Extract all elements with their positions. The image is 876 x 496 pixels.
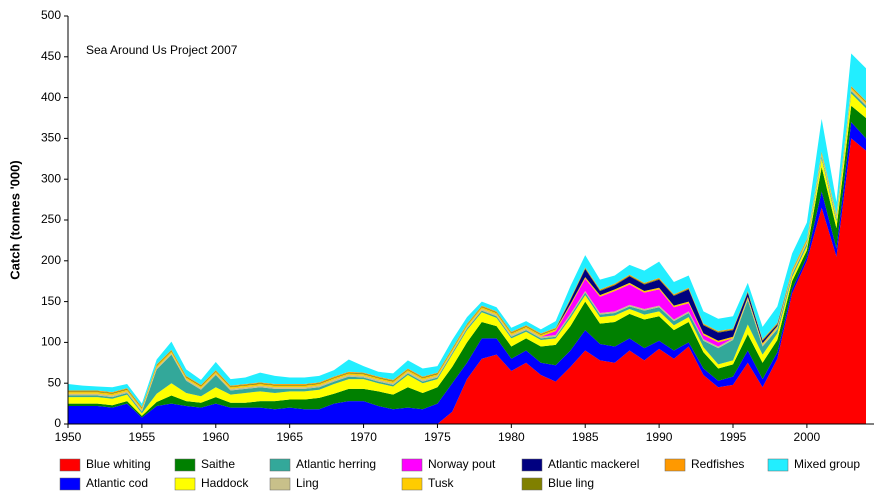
legend-label: Tusk xyxy=(428,476,455,490)
legend-label: Blue ling xyxy=(548,476,594,490)
y-tick-label: 250 xyxy=(41,212,61,226)
x-tick-label: 1975 xyxy=(424,430,451,444)
legend-swatch xyxy=(767,458,789,472)
y-axis-label: Catch (tonnes '000) xyxy=(7,160,22,279)
legend-swatch xyxy=(174,477,196,491)
y-tick-label: 150 xyxy=(41,294,61,308)
x-tick-label: 1955 xyxy=(129,430,156,444)
legend-label: Norway pout xyxy=(428,457,496,471)
legend-label: Mixed group xyxy=(794,457,860,471)
legend-swatch xyxy=(269,458,291,472)
area xyxy=(68,105,866,418)
y-tick-label: 300 xyxy=(41,171,61,185)
x-tick-label: 1960 xyxy=(202,430,229,444)
y-tick-label: 0 xyxy=(54,416,61,430)
y-tick-label: 450 xyxy=(41,49,61,63)
legend-label: Haddock xyxy=(201,476,249,490)
y-tick-label: 500 xyxy=(41,8,61,22)
x-tick-label: 1950 xyxy=(55,430,82,444)
x-tick-label: 1970 xyxy=(350,430,377,444)
x-tick-label: 1980 xyxy=(498,430,525,444)
legend-swatch xyxy=(521,477,543,491)
annotation: Sea Around Us Project 2007 xyxy=(86,43,238,57)
legend-label: Blue whiting xyxy=(86,457,151,471)
y-tick-label: 350 xyxy=(41,131,61,145)
legend-swatch xyxy=(401,477,423,491)
legend-swatch xyxy=(59,477,81,491)
legend-swatch xyxy=(401,458,423,472)
legend-label: Atlantic cod xyxy=(86,476,148,490)
y-tick-label: 50 xyxy=(48,375,62,389)
x-tick-label: 2000 xyxy=(794,430,821,444)
legend-label: Atlantic mackerel xyxy=(548,457,639,471)
y-tick-label: 200 xyxy=(41,253,61,267)
y-tick-label: 400 xyxy=(41,90,61,104)
legend-label: Redfishes xyxy=(691,457,744,471)
legend-swatch xyxy=(174,458,196,472)
legend-swatch xyxy=(521,458,543,472)
area xyxy=(68,122,866,424)
legend-swatch xyxy=(269,477,291,491)
legend-swatch xyxy=(664,458,686,472)
legend-label: Saithe xyxy=(201,457,235,471)
legend-label: Atlantic herring xyxy=(296,457,376,471)
x-tick-label: 1995 xyxy=(720,430,747,444)
legend-swatch xyxy=(59,458,81,472)
x-tick-label: 1985 xyxy=(572,430,599,444)
area xyxy=(68,138,866,424)
x-tick-label: 1990 xyxy=(646,430,673,444)
x-tick-label: 1965 xyxy=(276,430,303,444)
y-tick-label: 100 xyxy=(41,335,61,349)
legend-label: Ling xyxy=(296,476,319,490)
